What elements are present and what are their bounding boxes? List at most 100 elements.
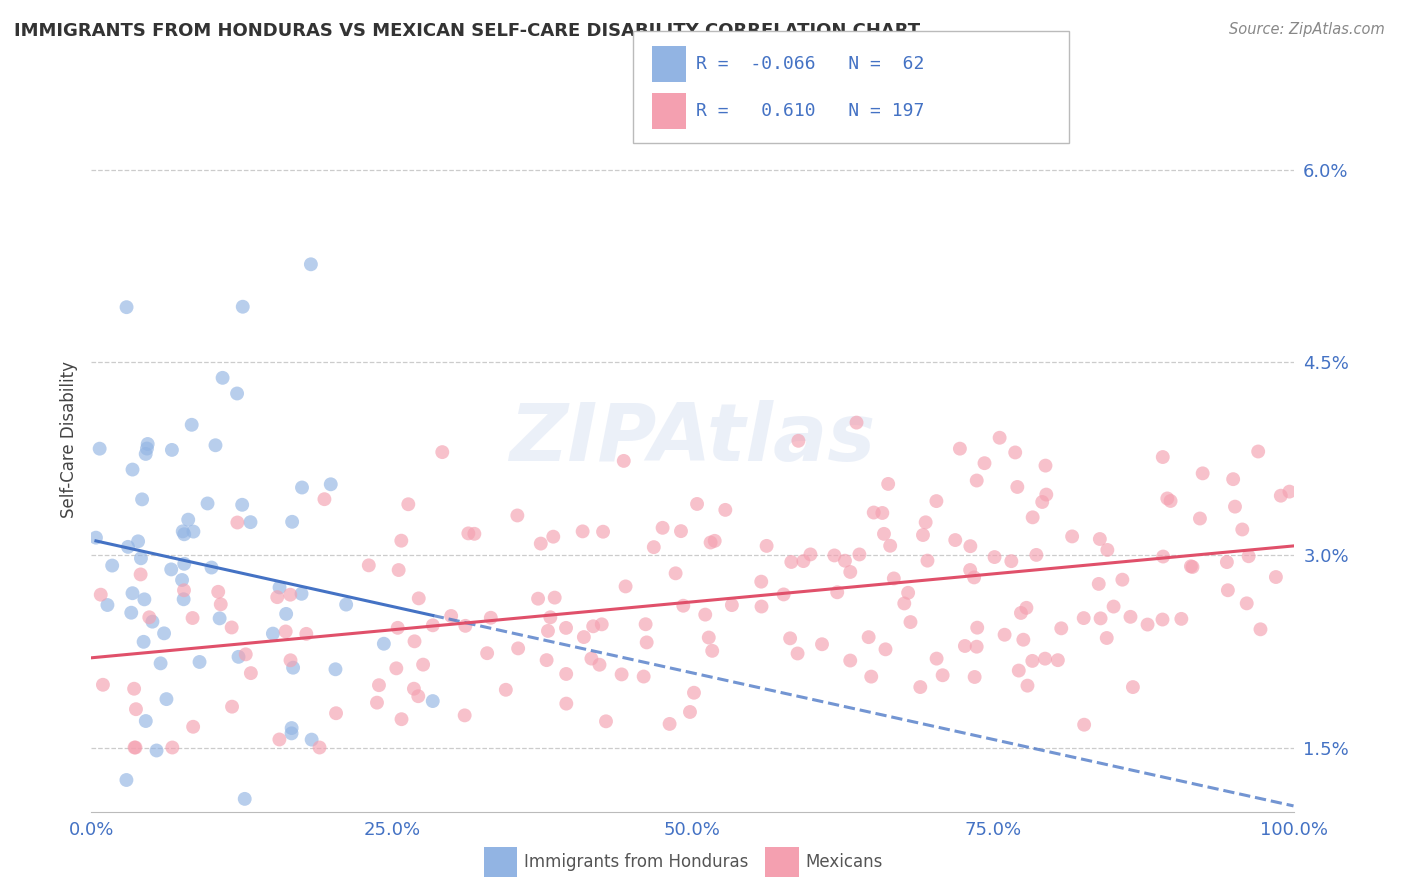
Point <box>1025 548 1047 562</box>
Point <box>1152 450 1174 464</box>
Point <box>643 540 665 554</box>
Point <box>454 619 477 633</box>
Point <box>669 524 692 538</box>
Point <box>555 667 578 681</box>
Point <box>900 615 922 629</box>
Point <box>959 563 981 577</box>
Point <box>181 611 204 625</box>
Point <box>697 631 720 645</box>
Point <box>197 496 219 510</box>
Point <box>232 300 254 314</box>
Point <box>1046 653 1069 667</box>
Point <box>325 706 347 721</box>
Point <box>963 570 986 584</box>
Point <box>335 598 357 612</box>
Point <box>412 657 434 672</box>
Point <box>911 528 934 542</box>
Point <box>702 644 724 658</box>
Point <box>432 445 454 459</box>
Point <box>239 666 262 681</box>
Point <box>665 566 688 581</box>
Point <box>385 661 408 675</box>
Point <box>610 667 633 681</box>
Point <box>1000 554 1022 568</box>
Point <box>280 726 302 740</box>
Point <box>319 477 342 491</box>
Point <box>402 681 425 696</box>
Point <box>1188 511 1211 525</box>
Point <box>879 539 901 553</box>
Point <box>925 651 948 665</box>
Point <box>239 515 262 529</box>
Point <box>173 557 195 571</box>
Point <box>278 588 301 602</box>
Point <box>129 567 152 582</box>
Point <box>1021 510 1043 524</box>
Point <box>396 497 419 511</box>
Point <box>571 524 593 539</box>
Point <box>595 714 617 729</box>
Point <box>235 648 257 662</box>
Point <box>138 610 160 624</box>
Point <box>172 524 194 539</box>
Point <box>136 437 159 451</box>
Point <box>1232 523 1254 537</box>
Point <box>917 554 939 568</box>
Point <box>134 592 156 607</box>
Point <box>173 592 195 607</box>
Point <box>291 481 314 495</box>
Point <box>679 705 702 719</box>
Point <box>966 621 988 635</box>
Point <box>422 694 444 708</box>
Point <box>839 565 862 579</box>
Point <box>131 492 153 507</box>
Text: Source: ZipAtlas.com: Source: ZipAtlas.com <box>1229 22 1385 37</box>
Point <box>404 634 426 648</box>
Y-axis label: Self-Care Disability: Self-Care Disability <box>59 360 77 518</box>
Text: Mexicans: Mexicans <box>806 853 883 871</box>
Point <box>125 702 148 716</box>
Point <box>208 611 231 625</box>
Point <box>1008 664 1031 678</box>
Point <box>811 637 834 651</box>
Point <box>721 598 744 612</box>
Point <box>391 712 413 726</box>
Point <box>269 732 291 747</box>
Point <box>211 371 233 385</box>
Point <box>1136 617 1159 632</box>
Point <box>389 533 412 548</box>
Point <box>848 548 870 562</box>
Point <box>858 630 880 644</box>
Point <box>129 551 152 566</box>
Point <box>1111 573 1133 587</box>
Point <box>1087 577 1109 591</box>
Point <box>457 526 479 541</box>
Point <box>1050 621 1073 635</box>
Point <box>479 611 502 625</box>
Point <box>1152 549 1174 564</box>
Point <box>1181 560 1204 574</box>
Point <box>226 386 249 401</box>
Point <box>308 740 330 755</box>
Point <box>973 456 995 470</box>
Point <box>160 442 183 457</box>
Point <box>686 497 709 511</box>
Point <box>772 587 794 601</box>
Point <box>120 606 142 620</box>
Point <box>543 530 565 544</box>
Point <box>209 598 232 612</box>
Point <box>883 571 905 585</box>
Point <box>101 558 124 573</box>
Point <box>1090 611 1112 625</box>
Point <box>1170 612 1192 626</box>
Point <box>373 637 395 651</box>
Point <box>1088 532 1111 546</box>
Point <box>181 720 204 734</box>
Point <box>1073 717 1095 731</box>
Point <box>314 492 336 507</box>
Point <box>1007 480 1029 494</box>
Point <box>1222 472 1244 486</box>
Point <box>153 626 176 640</box>
Point <box>872 506 894 520</box>
Point <box>845 416 868 430</box>
